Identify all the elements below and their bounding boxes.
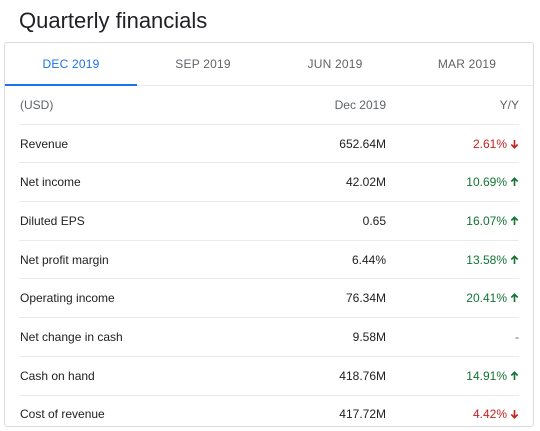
metric-value: 417.72M	[339, 407, 386, 422]
change-header: Y/Y	[386, 98, 519, 112]
metric-label: Net income	[20, 175, 81, 190]
metric-change: 14.91%	[386, 369, 519, 383]
arrow-down-icon	[510, 139, 519, 149]
change-text: 14.91%	[466, 368, 507, 383]
tab-sep-2019[interactable]: SEP 2019	[175, 57, 231, 71]
arrow-up-icon	[510, 216, 519, 225]
period-header: Dec 2019	[334, 97, 386, 112]
metric-label: Net change in cash	[20, 329, 123, 344]
metric-change: 16.07%	[386, 214, 519, 228]
table-row: Net change in cash 9.58M -	[19, 318, 519, 357]
table-row: Cost of revenue 417.72M 4.42%	[19, 396, 519, 427]
page-title: Quarterly financials	[19, 8, 208, 33]
financials-card: DEC 2019 SEP 2019 JUN 2019 MAR 2019 (USD…	[4, 42, 534, 427]
arrow-up-icon	[510, 177, 519, 187]
change-text: 13.58%	[466, 252, 507, 267]
tab-dec-2019[interactable]: DEC 2019	[5, 43, 137, 86]
metric-value: 0.65	[362, 213, 386, 228]
quarter-tabs: DEC 2019 SEP 2019 JUN 2019 MAR 2019	[5, 43, 533, 86]
metric-change: 20.41%	[386, 291, 519, 305]
currency-header: (USD)	[20, 97, 54, 112]
tab-mar-2019[interactable]: MAR 2019	[437, 57, 497, 71]
tab-jun-2019[interactable]: JUN 2019	[307, 57, 363, 71]
table-row: Net profit margin 6.44% 13.58%	[19, 241, 519, 280]
financials-table: (USD) Dec 2019 Y/Y Revenue 652.64M 2.61%…	[5, 86, 533, 427]
arrow-down-icon	[510, 410, 519, 420]
change-text: 10.69%	[466, 175, 507, 190]
change-header-text: Y/Y	[499, 97, 519, 112]
change-text: -	[515, 329, 519, 344]
metric-value: 652.64M	[339, 136, 386, 151]
metric-value: 9.58M	[352, 329, 386, 344]
metric-change: 10.69%	[386, 175, 519, 189]
table-row: Cash on hand 418.76M 14.91%	[19, 357, 519, 396]
metric-value: 76.34M	[345, 291, 386, 306]
table-header-row: (USD) Dec 2019 Y/Y	[19, 86, 519, 125]
metric-label: Operating income	[20, 291, 115, 306]
table-row: Revenue 652.64M 2.61%	[19, 125, 519, 164]
change-text: 16.07%	[466, 213, 507, 228]
metric-change: 4.42%	[386, 407, 519, 421]
metric-label: Revenue	[20, 136, 69, 151]
arrow-up-icon	[510, 254, 519, 264]
metric-label: Cost of revenue	[20, 407, 105, 422]
metric-label: Net profit margin	[20, 252, 109, 267]
change-text: 4.42%	[472, 407, 507, 422]
metric-change: 13.58%	[386, 253, 519, 267]
arrow-up-icon	[510, 293, 519, 303]
table-row: Operating income 76.34M 20.41%	[19, 279, 519, 319]
metric-value: 418.76M	[339, 368, 386, 383]
change-text: 20.41%	[466, 291, 507, 306]
metric-value: 6.44%	[351, 252, 386, 267]
metric-label: Cash on hand	[20, 368, 95, 383]
metric-label: Diluted EPS	[20, 213, 85, 228]
arrow-up-icon	[510, 370, 519, 380]
metric-change: -	[386, 330, 519, 344]
metric-change: 2.61%	[386, 137, 519, 151]
metric-value: 42.02M	[345, 175, 386, 190]
table-row: Net income 42.02M 10.69%	[19, 163, 519, 203]
table-row: Diluted EPS 0.65 16.07%	[19, 202, 519, 241]
change-text: 2.61%	[472, 136, 507, 151]
